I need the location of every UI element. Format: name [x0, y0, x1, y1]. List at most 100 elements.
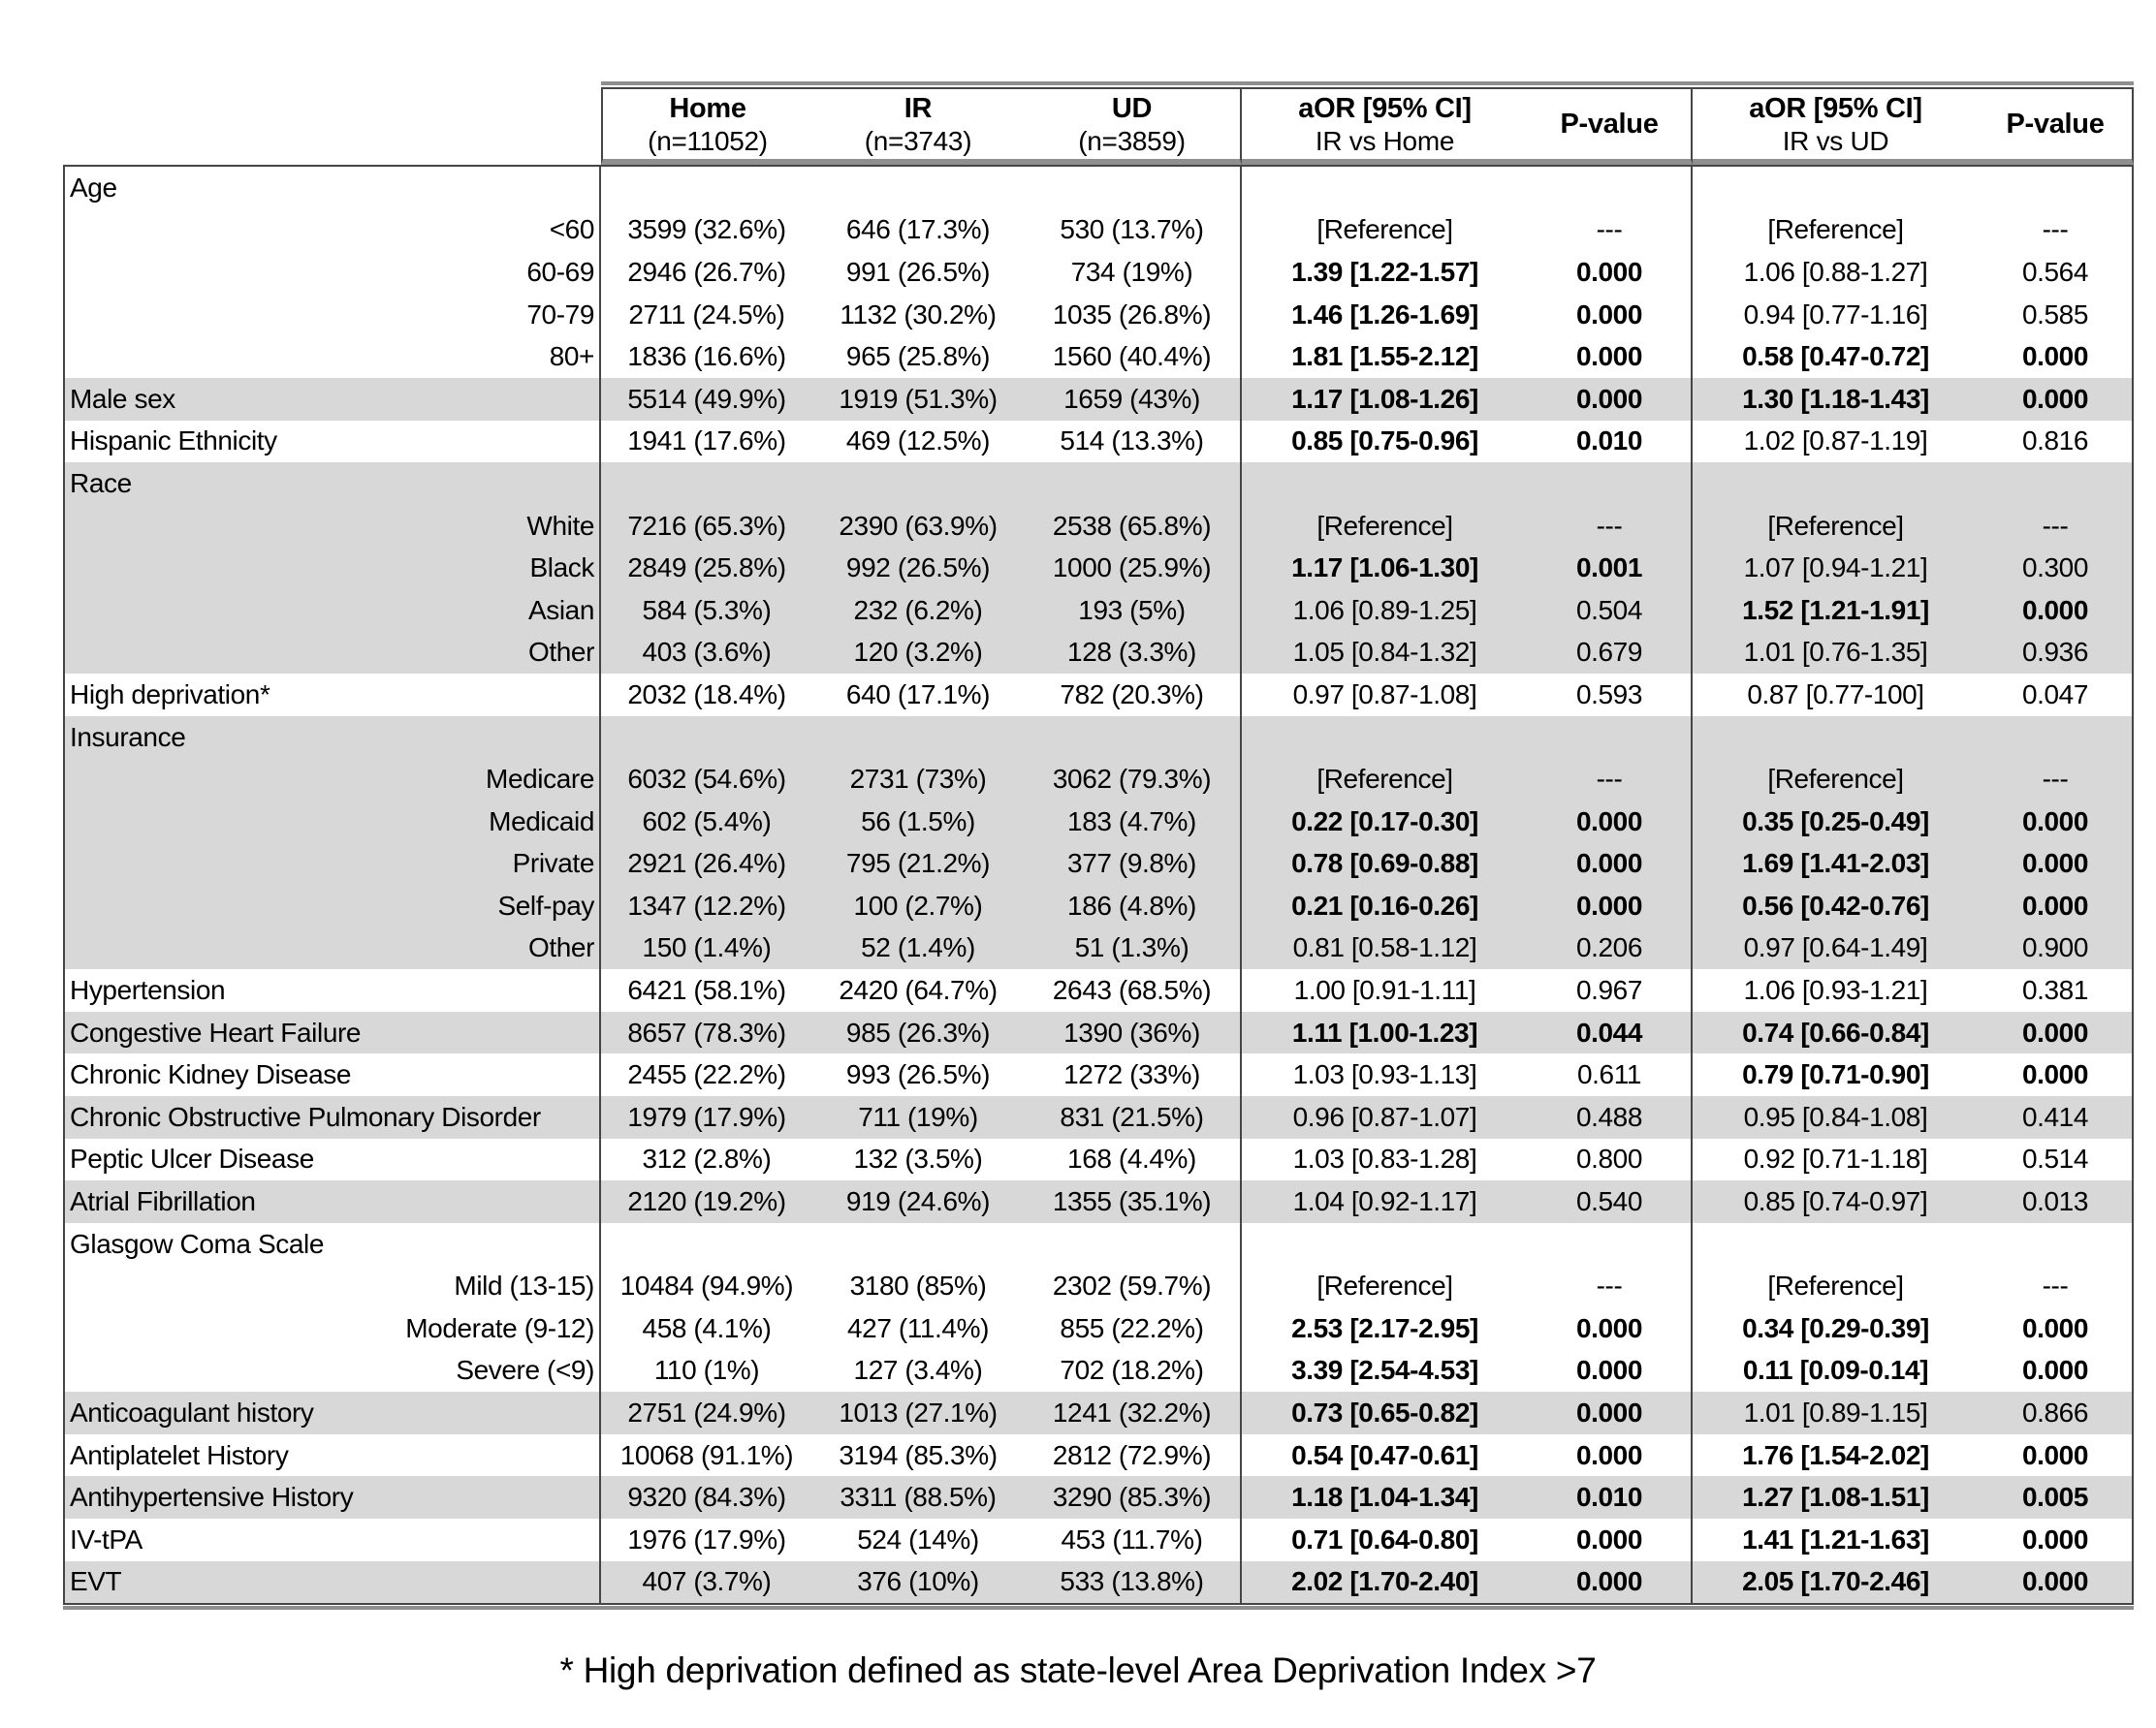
pvalue-ir-vs-home — [1528, 1222, 1693, 1266]
pvalue-ir-vs-ud: 0.000 — [1979, 1519, 2134, 1561]
pvalue-ir-vs-home: 0.000 — [1528, 885, 1693, 927]
home-count — [601, 167, 812, 209]
table-row: Mild (13-15) 10484 (94.9%) 3180 (85%) 23… — [63, 1265, 2134, 1308]
table-row: Insurance — [63, 715, 2134, 759]
pvalue-ir-vs-ud: --- — [1979, 758, 2134, 801]
ud-count: 855 (22.2%) — [1024, 1307, 1242, 1350]
table-row: Race — [63, 462, 2134, 505]
ir-count — [812, 716, 1024, 759]
pvalue-ir-vs-ud: 0.000 — [1979, 588, 2134, 632]
row-label: Atrial Fibrillation — [63, 1180, 601, 1223]
ir-count: 132 (3.5%) — [853, 1144, 983, 1175]
aor-ir-vs-ud: [Reference] — [1767, 214, 1904, 245]
ud-count: 3290 (85.3%) — [1024, 1476, 1242, 1519]
ir-count: 2420 (64.7%) — [839, 975, 998, 1006]
ud-count: 183 (4.7%) — [1024, 800, 1242, 843]
ir-count: 711 (19%) — [858, 1101, 978, 1132]
column-header-ir: IR (n=3743) — [812, 87, 1024, 165]
home-count: 602 (5.4%) — [642, 805, 772, 836]
table-row: Atrial Fibrillation 2120 (19.2%) 919 (24… — [63, 1180, 2134, 1223]
aor-ir-vs-ud: 0.85 [0.74-0.97] — [1743, 1186, 1928, 1217]
pvalue-ir-vs-ud: 0.000 — [1979, 1349, 2134, 1393]
aor-ir-vs-home: 0.71 [0.64-0.80] — [1291, 1524, 1478, 1555]
pvalue-ir-vs-home: 0.000 — [1528, 842, 1693, 886]
aor-ir-vs-home: 0.78 [0.69-0.88] — [1291, 848, 1478, 879]
aor-ir-vs-home — [1242, 462, 1528, 505]
table-row: Chronic Obstructive Pulmonary Disorder 1… — [63, 1096, 2134, 1139]
ud-count: 1560 (40.4%) — [1024, 335, 1242, 378]
pvalue-ir-vs-home: 0.800 — [1528, 1138, 1693, 1181]
row-label: Private — [63, 842, 601, 886]
home-count: 2751 (24.9%) — [627, 1398, 786, 1429]
ir-count: 127 (3.4%) — [853, 1355, 983, 1386]
outcomes-table: Home (n=11052) IR (n=3743) UD (n=3859) a… — [63, 81, 2134, 1611]
ud-count: 702 (18.2%) — [1024, 1349, 1242, 1393]
ir-count: 795 (21.2%) — [845, 848, 991, 879]
home-count: 1836 (16.6%) — [627, 341, 786, 372]
aor-ir-vs-home: 1.03 [0.93-1.13] — [1292, 1059, 1477, 1090]
home-count: 2849 (25.8%) — [627, 552, 786, 583]
column-subtitle: (n=11052) — [648, 126, 768, 156]
row-label: Anticoagulant history — [63, 1392, 601, 1434]
home-count — [601, 462, 812, 505]
table-row: Antihypertensive History 9320 (84.3%) 33… — [63, 1476, 2134, 1519]
table-header-row: Home (n=11052) IR (n=3743) UD (n=3859) a… — [63, 87, 2134, 165]
row-label: White — [63, 504, 601, 548]
table-row: Private 2921 (26.4%) 795 (21.2%) 377 (9.… — [63, 842, 2134, 886]
pvalue-ir-vs-home: --- — [1528, 1265, 1693, 1308]
pvalue-ir-vs-ud: 0.564 — [1979, 251, 2134, 294]
row-label: <60 — [63, 208, 601, 252]
ud-count: 782 (20.3%) — [1024, 674, 1242, 716]
column-title: P-value — [1560, 109, 1659, 140]
ud-count: 1000 (25.9%) — [1024, 547, 1242, 589]
ud-count: 1272 (33%) — [1024, 1053, 1242, 1097]
ud-count: 1035 (26.8%) — [1024, 293, 1242, 336]
ud-count: 2538 (65.8%) — [1024, 504, 1242, 548]
row-label: Age — [63, 167, 601, 209]
home-count — [601, 1223, 812, 1266]
aor-ir-vs-ud: 1.41 [1.21-1.63] — [1742, 1524, 1929, 1555]
column-title: aOR [95% CI] — [1298, 93, 1472, 124]
home-count: 1979 (17.9%) — [627, 1101, 786, 1132]
pvalue-ir-vs-ud: 0.000 — [1979, 377, 2134, 421]
ud-count: 453 (11.7%) — [1024, 1519, 1242, 1561]
row-label: Self-pay — [63, 885, 601, 927]
pvalue-ir-vs-home: 0.000 — [1528, 1349, 1693, 1393]
pvalue-ir-vs-home: 0.206 — [1528, 927, 1693, 970]
ud-count: 186 (4.8%) — [1024, 885, 1242, 927]
table-row: Anticoagulant history 2751 (24.9%) 1013 … — [63, 1392, 2134, 1434]
pvalue-ir-vs-home: 0.010 — [1528, 1476, 1693, 1519]
pvalue-ir-vs-ud: 0.414 — [1979, 1096, 2134, 1139]
pvalue-ir-vs-home — [1528, 167, 1693, 209]
row-label: Male sex — [63, 377, 601, 421]
aor-ir-vs-ud — [1693, 716, 1979, 759]
aor-ir-vs-home: 1.81 [1.55-2.12] — [1291, 341, 1478, 372]
table-row: Other 150 (1.4%) 52 (1.4%) 51 (1.3%) 0.8… — [63, 927, 2134, 970]
ud-count: 831 (21.5%) — [1024, 1096, 1242, 1139]
aor-ir-vs-home: 1.06 [0.89-1.25] — [1292, 594, 1477, 625]
ud-count: 168 (4.4%) — [1024, 1138, 1242, 1181]
pvalue-ir-vs-home: 0.679 — [1528, 631, 1693, 675]
ir-count: 120 (3.2%) — [853, 637, 983, 668]
table-row: High deprivation* 2032 (18.4%) 640 (17.1… — [63, 674, 2134, 716]
home-count: 2921 (26.4%) — [627, 848, 786, 879]
pvalue-ir-vs-ud: 0.900 — [1979, 927, 2134, 970]
ir-count: 2731 (73%) — [849, 764, 987, 795]
aor-ir-vs-home: 1.00 [0.91-1.11] — [1293, 975, 1476, 1006]
table-row: Hispanic Ethnicity 1941 (17.6%) 469 (12.… — [63, 420, 2134, 463]
table-row: Moderate (9-12) 458 (4.1%) 427 (11.4%) 8… — [63, 1307, 2134, 1350]
pvalue-ir-vs-ud: 0.000 — [1979, 1053, 2134, 1097]
pvalue-ir-vs-ud: 0.816 — [1979, 420, 2134, 463]
row-label: Insurance — [63, 715, 601, 759]
ud-count: 1659 (43%) — [1024, 377, 1242, 421]
ud-count: 2812 (72.9%) — [1024, 1433, 1242, 1477]
aor-ir-vs-home: [Reference] — [1316, 510, 1453, 541]
aor-ir-vs-ud: [Reference] — [1767, 510, 1904, 541]
aor-ir-vs-home: 0.85 [0.75-0.96] — [1291, 425, 1478, 456]
pvalue-ir-vs-ud: 0.000 — [1979, 1560, 2134, 1604]
row-label: Medicare — [63, 758, 601, 801]
aor-ir-vs-ud — [1693, 167, 1979, 209]
pvalue-ir-vs-home: 0.488 — [1528, 1096, 1693, 1139]
table-row: Black 2849 (25.8%) 992 (26.5%) 1000 (25.… — [63, 547, 2134, 589]
pvalue-ir-vs-home: 0.000 — [1528, 1519, 1693, 1561]
